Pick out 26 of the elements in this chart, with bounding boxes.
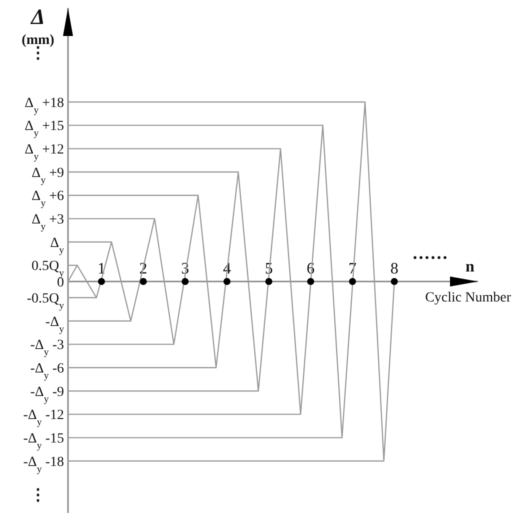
text: -Δ$_{y}$ <box>45 314 64 334</box>
text: 0.5Q$_{y}$ <box>31 259 64 279</box>
x-tick-label: 1 <box>97 260 106 278</box>
text: -Δ$_{y}$ -9 <box>30 384 64 404</box>
text: -Δ$_{y}$ -3 <box>30 338 64 358</box>
text: Δ$_{y}$ +6 <box>32 189 64 209</box>
text: Δ$_{y}$ +9 <box>32 166 64 186</box>
text: ⋮ <box>30 45 46 62</box>
text: Δ$_{y}$ +18 <box>24 96 64 116</box>
text: -Δ$_{y}$ -6 <box>30 362 64 382</box>
annotation: ······ <box>412 248 448 268</box>
text: -0.5Q$_{y}$ <box>26 292 64 312</box>
annotation: n <box>466 258 475 276</box>
text: Δ$_{y}$ +15 <box>24 119 64 139</box>
x-tick-label: 8 <box>390 260 398 278</box>
x-axis-title: Cyclic Number <box>425 290 512 306</box>
text: Δ$_{y}$ +3 <box>32 212 64 232</box>
x-tick-label: 6 <box>306 260 315 278</box>
text: -Δ$_{y}$ -12 <box>23 408 64 428</box>
text: -Δ$_{y}$ -15 <box>23 432 64 452</box>
text: ⋮ <box>30 487 46 504</box>
y-axis-title: Δ (mm) <box>22 4 55 48</box>
text: Δ$_{y}$ <box>50 236 64 256</box>
text: Δ$_{y}$ +12 <box>24 142 64 162</box>
x-tick-label: 4 <box>222 260 231 278</box>
text: -Δ$_{y}$ -18 <box>23 454 64 474</box>
